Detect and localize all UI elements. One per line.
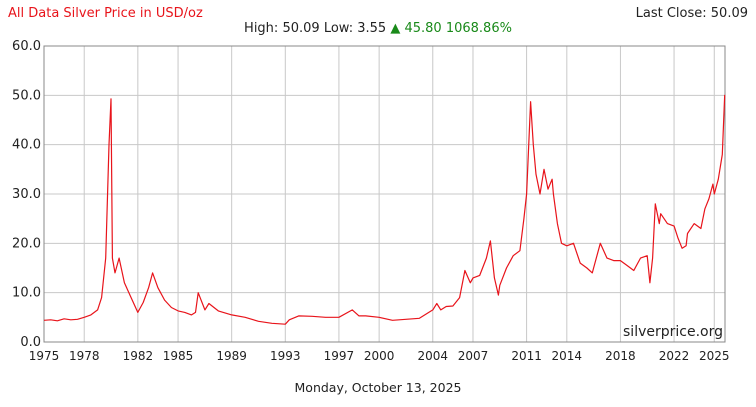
y-tick-label: 40.0 (12, 138, 41, 153)
y-tick-label: 50.0 (12, 88, 41, 103)
x-tick-label: 1997 (324, 349, 355, 363)
x-tick-label: 1978 (69, 349, 100, 363)
last-close-label: Last Close: (635, 6, 707, 21)
y-tick-label: 20.0 (12, 236, 41, 251)
price-series-line (43, 94, 726, 325)
high-label: High: (244, 21, 279, 36)
high-value: 50.09 (282, 21, 320, 36)
x-tick-label: 2007 (458, 349, 489, 363)
plot-frame (43, 45, 726, 343)
y-axis-ticks: 0.0 10.0 20.0 30.0 40.0 50.0 60.0 (12, 39, 41, 350)
x-tick-label: 2022 (659, 349, 690, 363)
y-tick-label: 30.0 (12, 187, 41, 202)
last-close-value: 50.09 (710, 6, 748, 21)
x-tick-label: 2014 (552, 349, 583, 363)
x-tick-label: 1982 (123, 349, 154, 363)
y-tick-label: 60.0 (12, 39, 41, 54)
watermark-text: silverprice.org (623, 324, 723, 340)
x-tick-label: 1975 (29, 349, 60, 363)
price-stats: High: 50.09 Low: 3.55 ▲ 45.80 1068.86% (0, 21, 756, 36)
low-label: Low: (323, 21, 354, 36)
x-tick-label: 1993 (270, 349, 301, 363)
low-value: 3.55 (357, 21, 387, 36)
change-arrow-icon: ▲ (390, 21, 401, 36)
x-tick-label: 2025 (699, 349, 730, 363)
chart-grid (43, 45, 725, 343)
change-value: 45.80 (404, 21, 442, 36)
x-axis-ticks: 1975 1978 1982 1985 1989 1993 1997 2000 2004 2007… (29, 349, 730, 363)
x-tick-label: 2000 (364, 349, 395, 363)
y-tick-label: 10.0 (12, 286, 41, 301)
last-close: Last Close: 50.09 (636, 6, 748, 21)
x-tick-label: 2018 (605, 349, 636, 363)
x-tick-label: 2011 (511, 349, 542, 363)
x-tick-label: 1985 (163, 349, 194, 363)
change-percent: 1068.86% (445, 21, 512, 36)
y-tick-label: 0.0 (20, 335, 41, 350)
chart-title: All Data Silver Price in USD/oz (8, 6, 203, 21)
x-tick-label: 1989 (216, 349, 247, 363)
chart-date: Monday, October 13, 2025 (294, 380, 462, 395)
x-tick-label: 2004 (417, 349, 448, 363)
